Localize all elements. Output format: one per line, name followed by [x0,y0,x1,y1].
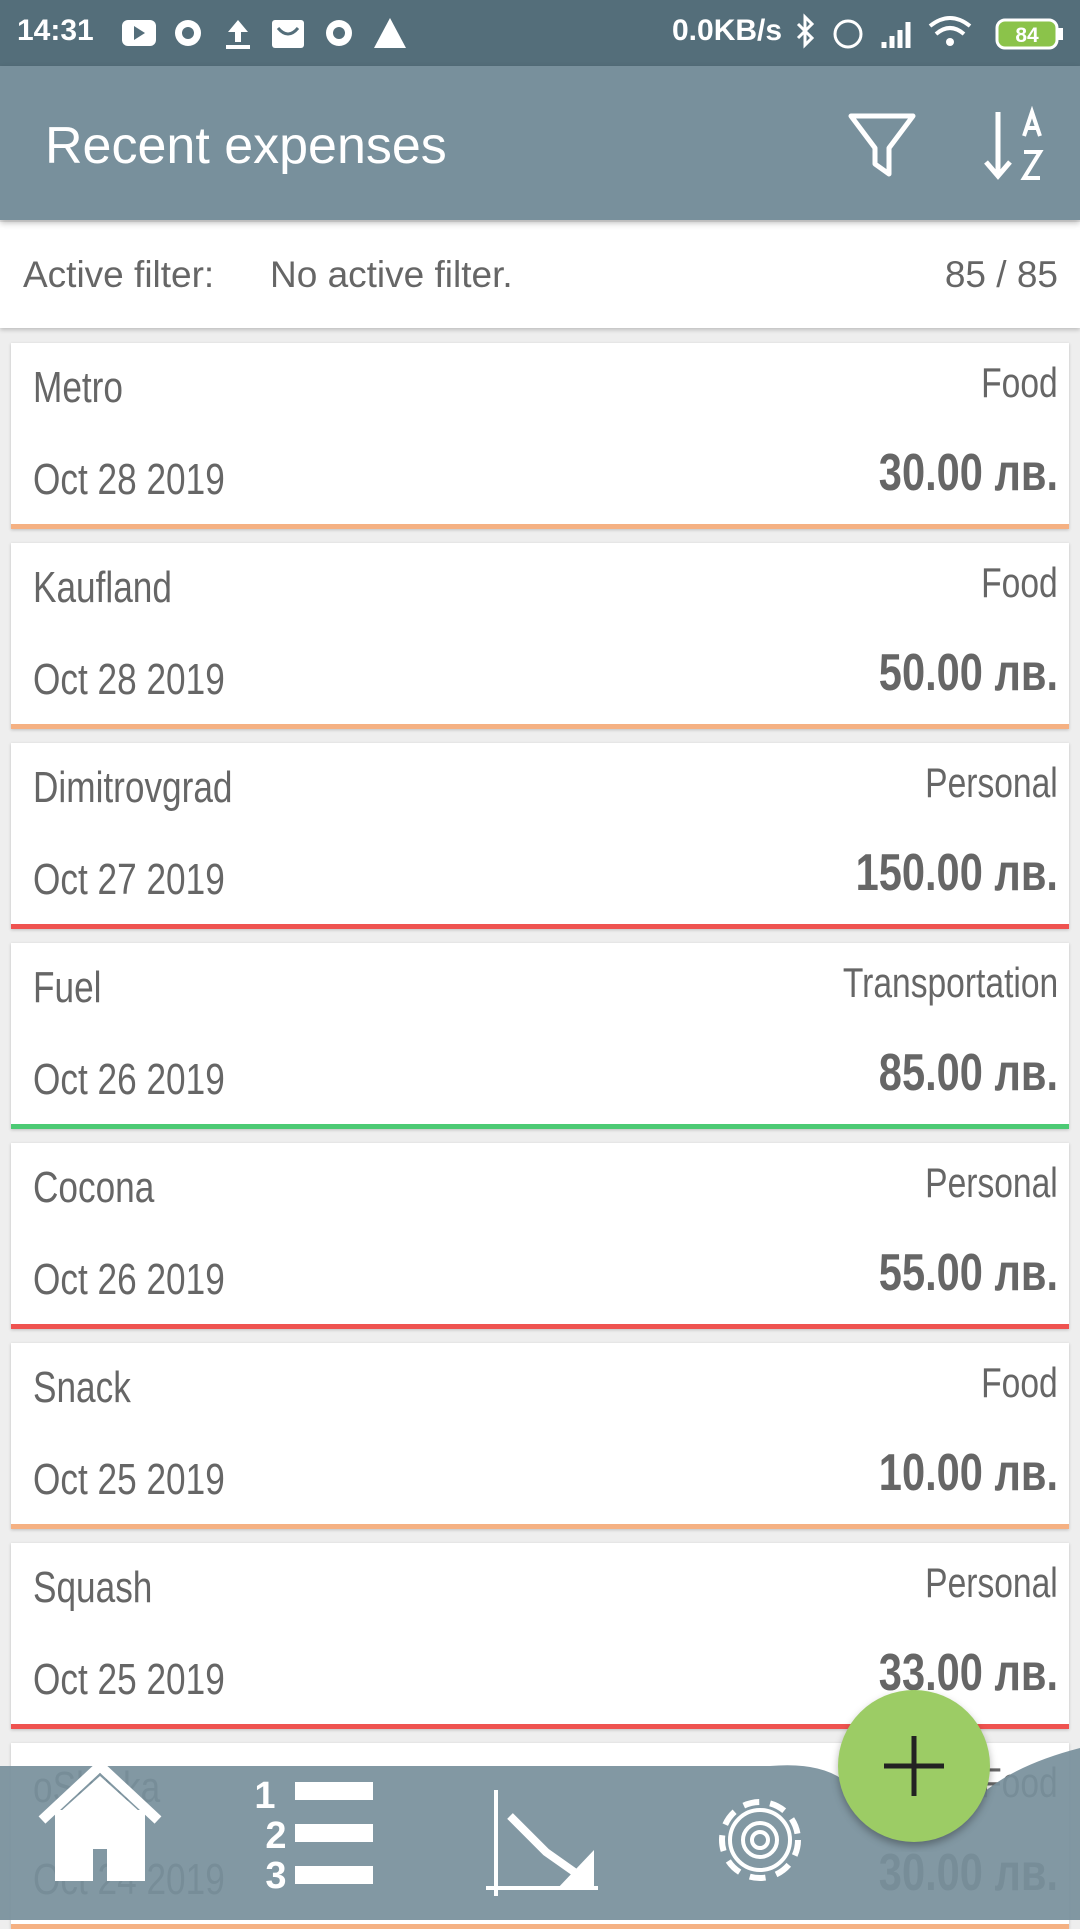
expense-name: Dimitrovgrad [33,763,233,812]
battery: 84 [995,18,1063,50]
expense-category: Transportation [842,959,1058,1006]
expense-date: Oct 26 2019 [33,1055,225,1104]
expense-amount: 50.00 лв. [878,644,1058,702]
expense-category: Personal [925,1559,1058,1606]
clock: 14:31 [17,14,94,47]
expense-card[interactable]: Metro Oct 28 2019 Food 30.00 лв. [11,343,1069,529]
filter-count: 85 / 85 [944,254,1058,295]
expense-name: Snack [33,1363,131,1412]
expense-name: Cocona [33,1163,155,1212]
battery-level: 84 [1015,24,1039,47]
expense-amount: 150.00 лв. [855,844,1058,902]
list-button[interactable]: 1 2 3 [254,1775,373,1897]
expense-amount: 30.00 лв. [878,444,1058,502]
expense-date: Oct 28 2019 [33,655,225,704]
expense-card[interactable]: Fuel Oct 26 2019 Transportation 85.00 лв. [11,943,1069,1129]
status-icons [122,18,406,49]
expense-category: Food [981,1359,1058,1406]
expense-amount: 10.00 лв. [878,1444,1058,1502]
expense-category: Personal [925,759,1058,806]
sort-button[interactable] [980,106,1050,186]
add-button[interactable] [830,1682,1000,1852]
net-speed: 0.0KB/s [672,14,783,47]
expense-category: Personal [925,1159,1058,1206]
status-bar: 14:31 0.0KB/s 84 [0,0,1080,66]
svg-text:3: 3 [265,1855,286,1897]
filter-button[interactable] [845,108,920,183]
svg-text:2: 2 [265,1815,286,1857]
expense-name: Kaufland [33,563,172,612]
expense-card[interactable]: Snack Oct 25 2019 Food 10.00 лв. [11,1343,1069,1529]
expense-name: Metro [33,363,123,412]
status-icons-right [796,13,972,49]
expense-card[interactable]: Dimitrovgrad Oct 27 2019 Personal 150.00 лв… [11,743,1069,929]
filter-bar: Active filter: No active filter. 85 / 85 [0,222,1080,328]
expense-card[interactable]: Cocona Oct 26 2019 Personal 55.00 лв. [11,1143,1069,1329]
expense-category: Food [981,559,1058,606]
expense-date: Oct 25 2019 [33,1655,225,1704]
expense-date: Oct 27 2019 [33,855,225,904]
expense-name: Fuel [33,963,102,1012]
expense-category: Food [981,359,1058,406]
expense-amount: 55.00 лв. [878,1244,1058,1302]
screen-title: Recent expenses [45,117,447,175]
expense-name: Squash [33,1563,153,1612]
stats-button[interactable] [486,1790,598,1896]
home-button[interactable] [38,1759,162,1881]
expense-card[interactable]: Squash Oct 25 2019 Personal 33.00 лв. [11,1543,1069,1729]
expense-date: Oct 25 2019 [33,1455,225,1504]
expense-amount: 85.00 лв. [878,1044,1058,1102]
settings-button[interactable] [719,1799,801,1881]
expense-date: Oct 28 2019 [33,455,225,504]
filter-value: No active filter. [270,254,513,295]
expense-date: Oct 26 2019 [33,1255,225,1304]
expense-card[interactable]: Kaufland Oct 28 2019 Food 50.00 лв. [11,543,1069,729]
bottom-nav: 1 2 3 [0,1748,1080,1920]
filter-label: Active filter: [23,254,215,295]
svg-text:1: 1 [254,1775,275,1817]
app-bar: Recent expenses [0,66,1080,220]
